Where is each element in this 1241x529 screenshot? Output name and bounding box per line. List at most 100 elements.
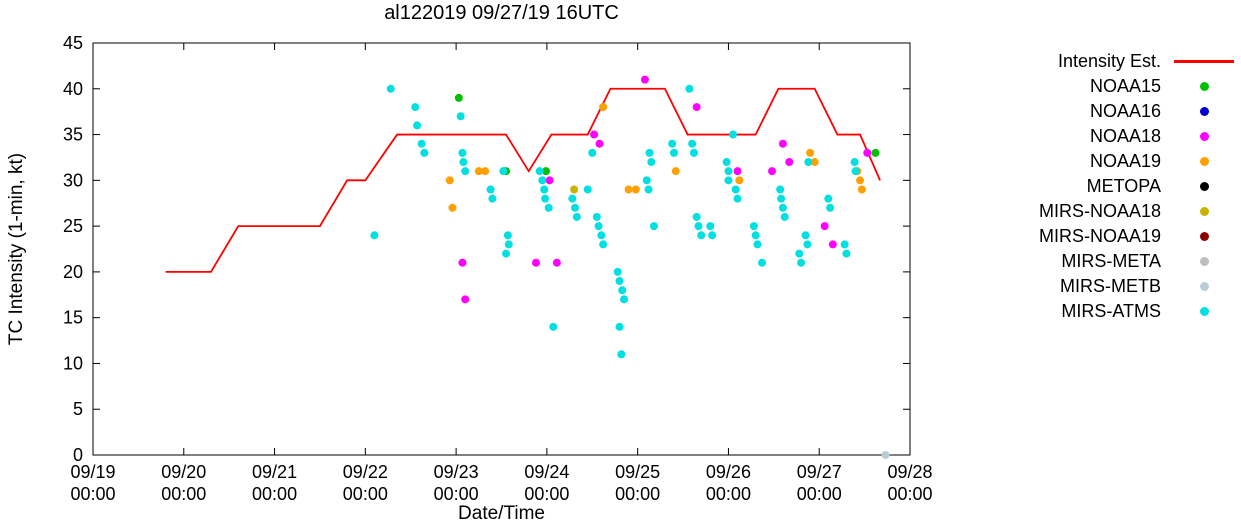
x-tick-date: 09/25	[615, 462, 660, 482]
data-point-NOAA18	[828, 240, 837, 249]
x-tick-time: 00:00	[70, 484, 115, 504]
data-point-MIRS-ATMS	[685, 84, 694, 93]
data-point-MIRS-ATMS	[592, 212, 601, 221]
data-point-MIRS-ATMS	[647, 158, 656, 167]
data-point-MIRS-ATMS	[370, 231, 379, 240]
data-point-MIRS-ATMS	[842, 249, 851, 258]
data-point-MIRS-ATMS	[728, 130, 737, 139]
data-point-MIRS-ATMS	[417, 139, 426, 148]
data-point-MIRS-ATMS	[615, 277, 624, 286]
data-point-NOAA18	[531, 258, 540, 267]
legend-entry-mirs-noaa18: MIRS-NOAA18	[1039, 199, 1235, 224]
legend-entry-intensity-est-: Intensity Est.	[1039, 49, 1235, 74]
legend-label: NOAA19	[1089, 151, 1161, 171]
data-point-MIRS-ATMS	[840, 240, 849, 249]
data-point-MIRS-ATMS	[583, 185, 592, 194]
data-point-MIRS-ATMS	[803, 240, 812, 249]
data-point-MIRS-ATMS	[617, 350, 626, 359]
legend-entry-noaa15: NOAA15	[1039, 74, 1235, 99]
data-point-MIRS-NOAA18	[570, 185, 579, 194]
dot-swatch-icon	[1199, 132, 1209, 141]
data-point-NOAA18	[545, 176, 554, 185]
data-point-MIRS-ATMS	[411, 103, 420, 112]
y-tick-label: 20	[63, 262, 83, 282]
data-point-MIRS-ATMS	[503, 231, 512, 240]
legend-dot-sample	[1173, 207, 1235, 216]
data-point-MIRS-ATMS	[541, 194, 550, 203]
data-point-MIRS-ATMS	[413, 121, 422, 130]
data-point-NOAA18	[640, 75, 649, 84]
data-point-MIRS-ATMS	[644, 185, 653, 194]
dot-swatch-icon	[1199, 157, 1209, 166]
legend-label: NOAA16	[1089, 101, 1161, 121]
x-tick-time: 00:00	[434, 484, 479, 504]
data-point-MIRS-ATMS	[420, 148, 429, 157]
legend-label: MIRS-META	[1061, 251, 1161, 271]
data-point-MIRS-ATMS	[795, 249, 804, 258]
y-tick-label: 45	[63, 33, 83, 53]
dot-swatch-icon	[1199, 182, 1209, 191]
data-point-NOAA19	[448, 203, 457, 212]
y-axis-label: TC Intensity (1-min, kt)	[6, 152, 27, 346]
data-point-NOAA15	[541, 167, 550, 176]
data-point-NOAA19	[856, 176, 865, 185]
dot-swatch-icon	[1199, 282, 1209, 291]
legend-entry-metopa: METOPA	[1039, 174, 1235, 199]
data-point-MIRS-ATMS	[650, 222, 659, 231]
data-point-MIRS-ATMS	[851, 167, 860, 176]
data-point-NOAA18	[820, 222, 829, 231]
legend-dot-sample	[1173, 132, 1235, 141]
data-point-NOAA19	[481, 167, 490, 176]
legend-entry-noaa19: NOAA19	[1039, 149, 1235, 174]
x-tick-date: 09/24	[524, 462, 569, 482]
dot-swatch-icon	[1199, 82, 1209, 91]
data-point-MIRS-ATMS	[540, 185, 549, 194]
data-point-MIRS-ATMS	[459, 158, 468, 167]
data-point-NOAA19	[810, 158, 819, 167]
data-point-MIRS-ATMS	[780, 212, 789, 221]
x-tick-date: 09/23	[434, 462, 479, 482]
legend-label: NOAA15	[1089, 76, 1161, 96]
data-point-MIRS-ATMS	[502, 249, 511, 258]
legend-dot-sample	[1173, 107, 1235, 116]
x-tick-time: 00:00	[343, 484, 388, 504]
x-tick-date: 09/20	[161, 462, 206, 482]
data-point-MIRS-ATMS	[688, 139, 697, 148]
y-tick-label: 35	[63, 125, 83, 145]
legend-entry-mirs-metb: MIRS-METB	[1039, 274, 1235, 299]
legend-dot-sample	[1173, 82, 1235, 91]
data-point-NOAA19	[474, 167, 483, 176]
data-point-NOAA19	[631, 185, 640, 194]
data-point-MIRS-ATMS	[597, 231, 606, 240]
data-point-NOAA18	[461, 295, 470, 304]
x-axis-label: Date/Time	[458, 503, 545, 524]
data-point-NOAA18	[785, 158, 794, 167]
data-point-MIRS-ATMS	[724, 167, 733, 176]
legend-entry-noaa16: NOAA16	[1039, 99, 1235, 124]
data-point-MIRS-ATMS	[572, 212, 581, 221]
y-tick-label: 15	[63, 308, 83, 328]
data-point-NOAA18	[768, 167, 777, 176]
data-point-MIRS-ATMS	[669, 148, 678, 157]
data-point-MIRS-ATMS	[776, 185, 785, 194]
data-point-NOAA15	[871, 148, 880, 157]
legend-dot-sample	[1173, 232, 1235, 241]
data-point-MIRS-ATMS	[535, 167, 544, 176]
data-point-NOAA18	[595, 139, 604, 148]
data-point-MIRS-ATMS	[708, 231, 717, 240]
data-point-MIRS-ATMS	[458, 148, 467, 157]
line-swatch-icon	[1174, 60, 1234, 63]
legend: Intensity Est. NOAA15 NOAA16 NOAA18 NOAA19 ME…	[1039, 49, 1235, 324]
data-point-NOAA19	[735, 176, 744, 185]
x-tick-time: 00:00	[887, 484, 932, 504]
data-point-MIRS-ATMS	[749, 222, 758, 231]
data-point-MIRS-ATMS	[618, 286, 627, 295]
plot-border	[92, 42, 911, 456]
x-tick-date: 09/22	[343, 462, 388, 482]
x-tick-date: 09/27	[797, 462, 842, 482]
x-tick-date: 09/26	[706, 462, 751, 482]
data-point-MIRS-ATMS	[697, 231, 706, 240]
data-point-MIRS-ATMS	[751, 231, 760, 240]
